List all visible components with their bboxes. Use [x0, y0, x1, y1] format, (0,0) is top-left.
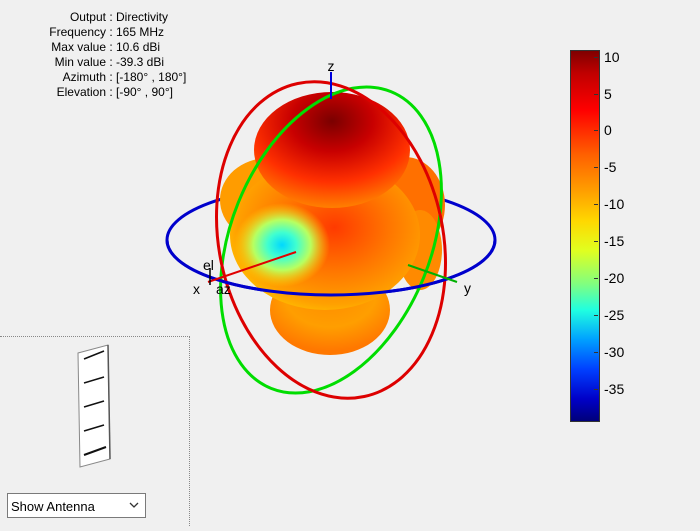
- directivity-pattern: [220, 92, 445, 355]
- colorbar-tick: -20: [593, 270, 624, 286]
- output-value: Directivity: [116, 10, 169, 24]
- green-elevation-ring: [219, 85, 443, 395]
- colorbar-tick: -25: [593, 307, 624, 323]
- colorbar-tick: -35: [593, 381, 624, 397]
- elevation-label: Elevation: [56, 85, 106, 99]
- output-label: Output: [69, 10, 106, 24]
- elevation-value: [-90° , 90°]: [116, 85, 173, 99]
- y-axis-label: y: [464, 280, 471, 296]
- show-antenna-label: Show Antenna: [11, 499, 95, 514]
- frequency-value: 165 MHz: [116, 25, 165, 39]
- frequency-label: Frequency: [49, 25, 106, 39]
- max-value: 10.6 dBi: [116, 40, 161, 54]
- colorbar-tick: 5: [594, 86, 612, 102]
- show-antenna-dropdown[interactable]: Show Antenna: [7, 493, 146, 518]
- colorbar-tick: -30: [593, 344, 624, 360]
- colorbar: [570, 50, 600, 422]
- z-axis-label: z: [328, 58, 335, 74]
- min-value-label: Min value: [54, 55, 106, 69]
- chevron-down-icon: [129, 502, 139, 508]
- max-value-label: Max value: [51, 40, 106, 54]
- x-axis-line: [207, 251, 297, 283]
- colorbar-tick: 10: [594, 49, 620, 65]
- colorbar-tick: 0: [594, 122, 612, 138]
- x-axis-label: x: [193, 281, 200, 297]
- colorbar-tick: -10: [593, 196, 624, 212]
- el-axis-label: el: [203, 257, 214, 273]
- colorbar-tick: -5: [593, 159, 616, 175]
- y-axis-line: [407, 264, 458, 283]
- antenna-geometry: [77, 344, 111, 468]
- az-axis-label: az: [216, 281, 231, 297]
- colorbar-tick: -15: [593, 233, 624, 249]
- min-value: -39.3 dBi: [116, 55, 165, 69]
- red-elevation-ring: [215, 80, 447, 400]
- azimuth-ring-front: [165, 239, 497, 297]
- azimuth-value: [-180° , 180°]: [116, 70, 187, 84]
- azimuth-label: Azimuth: [62, 70, 106, 84]
- pattern-info-panel: Output : Directivity Frequency : 165 MHz…: [0, 10, 200, 100]
- antenna-preview-panel: [0, 336, 190, 526]
